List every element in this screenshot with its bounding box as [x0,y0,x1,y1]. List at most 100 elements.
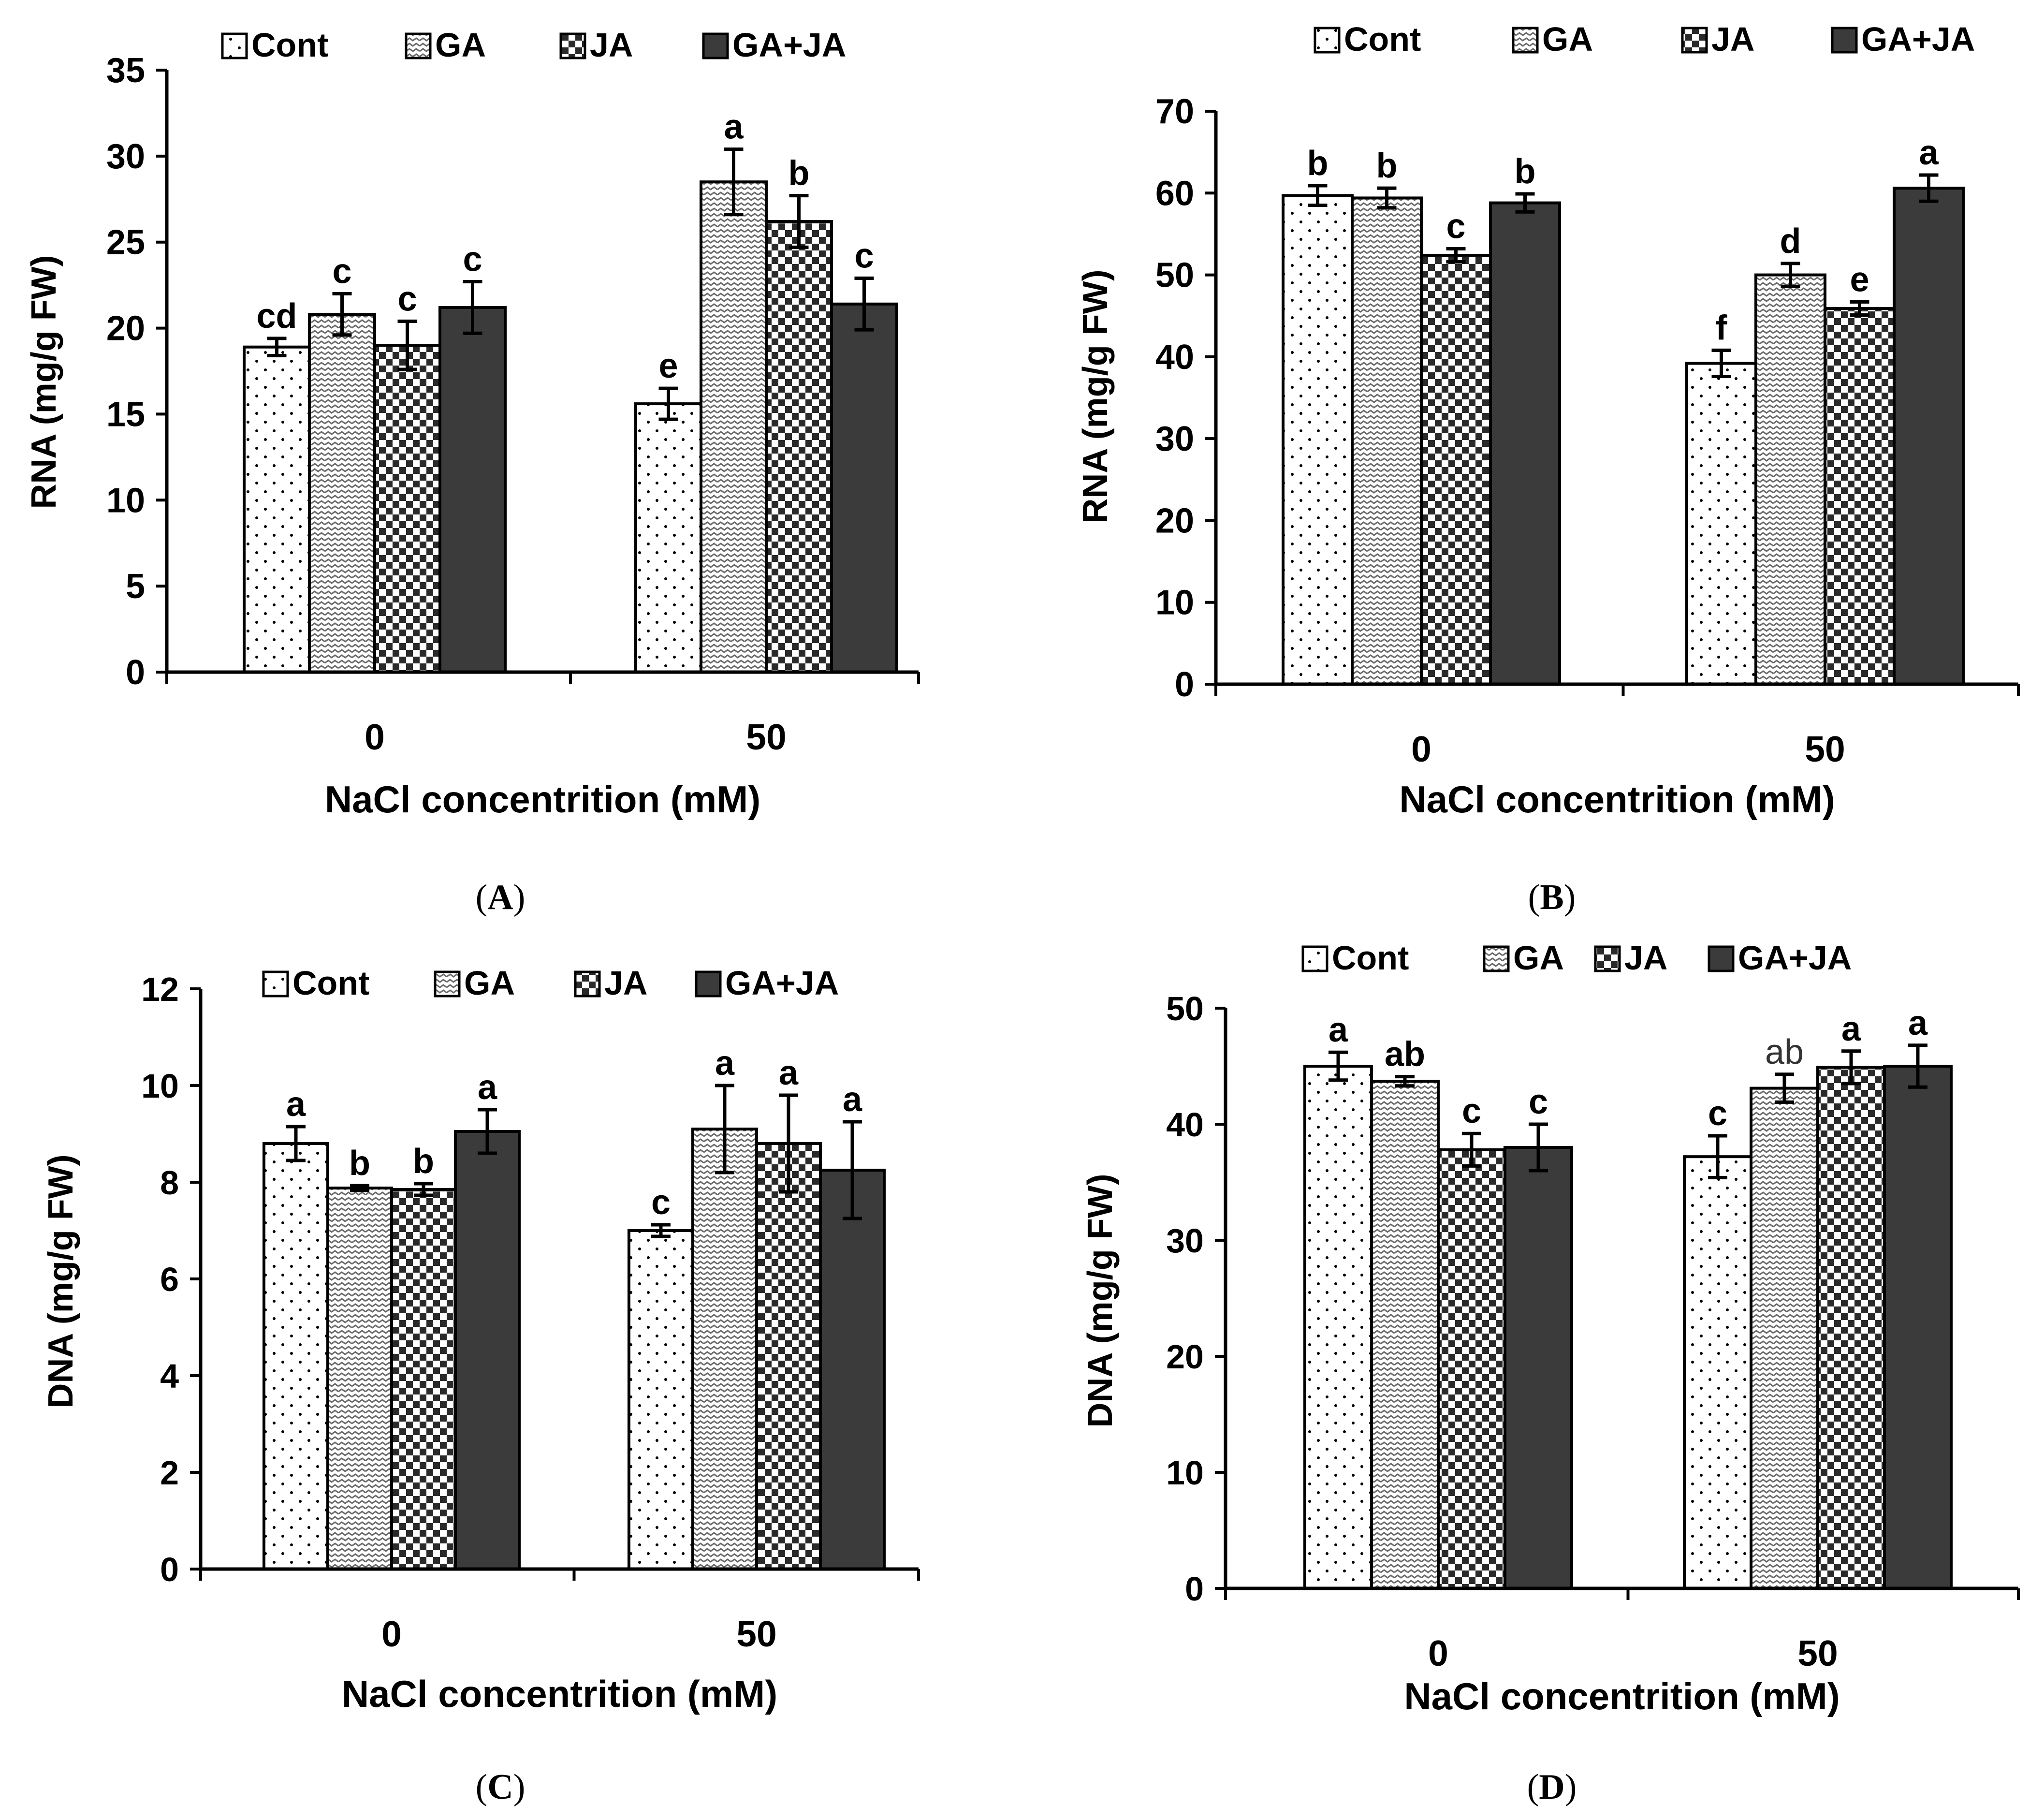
panel-2-letter-cont-0: b [1307,144,1329,183]
panel-1-bar-ja-50 [765,220,833,674]
panel-2-legend-label-ga: GA [1542,20,1593,58]
panel-4-legend-swatch-cont [1301,945,1329,972]
panel-2-y-axis-title: RNA (mg/g FW) [1076,269,1115,523]
panel-1-error-bar-ga-0 [332,292,352,337]
panel-2-legend-swatch-cont [1314,27,1341,54]
panel-4-letter-ja-50: a [1841,1010,1861,1048]
panel-2-ytick-30: 30 [1155,420,1194,458]
panel-3-letter-ja-50: a [779,1054,799,1092]
panel-2-bar-ga-50 [1754,273,1826,686]
panel-1-y-axis-title: RNA (mg/g FW) [25,255,63,509]
panel-3-bar-cont-0 [263,1142,329,1570]
panel-4-bar-cont-0 [1303,1065,1373,1590]
panel-2: Cont GA JA GA+JA b b c b f d e a 0 10 20 30 40 50 60 70 0 50 N… [1076,20,2020,917]
panel-4-xtick-0: 0 [1428,1633,1448,1673]
panel-2-error-bar-ja-50 [1850,300,1869,317]
panel-2-legend-swatch-ga-ja [1831,27,1858,54]
panel-4-error-bar-cont-50 [1708,1134,1727,1179]
panel-1-legend-swatch-cont [221,32,248,59]
panel-2-bar-cont-0 [1282,194,1354,686]
panel-3: Cont GA JA GA+JA a b b a c a a a 0 2 4 6 8 10 12 0 50 NaCl co… [42,964,920,1807]
panel-1-bar-ga-0 [308,313,376,674]
panel-2-bar-ga-ja-50 [1893,187,1965,686]
panel-1-letter-ga-ja-50: c [854,236,874,275]
panel-2-caption: (B) [1528,878,1576,917]
panel-3-error-bar-ga-50 [715,1084,734,1174]
panel-2-bar-ga-0 [1351,196,1423,686]
panel-4-bar-ga-ja-50 [1883,1065,1953,1590]
panel-3-letter-ga-ja-0: a [478,1068,497,1107]
panel-3-error-bar-ja-50 [779,1093,798,1194]
panel-4-letter-ga-0: ab [1385,1035,1425,1074]
panel-1-ytick-10: 10 [106,481,145,520]
panel-2-ytick-0: 0 [1175,665,1194,704]
panel-1-legend-label-ga: GA [435,26,486,64]
panel-1-bar-ga-ja-0 [438,306,507,674]
panel-1-error-bar-ja-0 [397,319,417,371]
panel-4-error-bar-ga-50 [1775,1072,1794,1104]
panel-1-letter-ga-0: c [332,252,351,291]
panel-1-letter-cont-0: cd [256,297,297,336]
panel-2-error-bar-cont-50 [1711,348,1731,378]
panel-1-x-axis-title: NaCl concentrition (mM) [325,778,760,821]
panel-4-error-bar-ga-0 [1395,1075,1415,1088]
panel-2-ytick-10: 10 [1155,584,1194,622]
panel-1-error-bar-cont-0 [267,337,287,357]
panel-3-bar-ga-ja-50 [819,1169,886,1570]
panel-3-ytick-0: 0 [160,1551,179,1588]
panel-3-bar-ja-0 [390,1188,457,1570]
panel-1-xtick-50: 50 [746,717,786,757]
panel-4-y-axis-title: DNA (mg/g FW) [1081,1174,1120,1427]
panel-3-bar-ga-ja-0 [454,1130,521,1570]
panel-3-ytick-10: 10 [141,1067,179,1105]
panel-3-error-bar-cont-0 [286,1125,306,1162]
panel-3-ytick-4: 4 [160,1357,179,1395]
panel-1-bar-cont-50 [634,402,702,674]
panel-2-error-bar-ga-0 [1377,186,1397,210]
panel-2-legend-label-ga-ja: GA+JA [1861,20,1975,58]
panel-1-legend-swatch-ja [559,32,586,59]
panel-3-legend-swatch-cont [262,970,289,998]
panel-1-ytick-30: 30 [106,137,145,176]
panel-3-letter-ga-0: b [349,1144,370,1183]
panel-4-error-bar-ga-ja-0 [1529,1122,1548,1173]
panel-2-error-bar-cont-0 [1308,184,1328,207]
panel-1-letter-ga-50: a [724,108,744,147]
panel-3-ytick-6: 6 [160,1261,179,1298]
panel-4-legend-label-cont: Cont [1332,939,1409,977]
panel-3-bar-ga-50 [691,1128,758,1570]
panel-1-error-bar-cont-50 [658,386,678,421]
panel-2-letter-ga-0: b [1376,147,1398,185]
panel-2-xtick-0: 0 [1411,729,1431,769]
panel-2-ytick-20: 20 [1155,501,1194,540]
panel-1-xtick-0: 0 [365,717,385,757]
panel-3-letter-ja-0: b [413,1142,434,1181]
panel-4-ytick-10: 10 [1166,1454,1204,1492]
panel-3-ytick-8: 8 [160,1164,179,1202]
panel-3-xtick-0: 0 [381,1614,402,1654]
panel-4-error-bar-ja-0 [1462,1131,1481,1168]
panel-2-bar-cont-50 [1685,362,1757,686]
panel-2-letter-cont-50: f [1716,308,1728,347]
panel-2-error-bar-ja-0 [1446,247,1466,264]
panel-4-legend-label-ga: GA [1513,939,1564,977]
panel-2-ytick-60: 60 [1155,174,1194,213]
panel-2-error-bar-ga-ja-50 [1919,173,1939,203]
panel-4-legend-swatch-ga-ja [1708,945,1735,972]
panel-3-legend-label-ja: JA [604,964,647,1002]
panel-3-y-axis-title: DNA (mg/g FW) [42,1154,80,1408]
panel-4-bar-ga-0 [1370,1080,1440,1590]
panel-3-legend-swatch-ga-ja [695,970,722,998]
panel-3-error-bar-ga-0 [350,1184,369,1192]
panel-1-legend-swatch-ga [405,32,432,59]
panel-3-bar-ga-0 [326,1187,393,1570]
panel-1-error-bar-ga-ja-50 [854,276,874,332]
panel-1-ytick-20: 20 [106,309,145,348]
panel-1-legend-label-ja: JA [590,26,633,64]
panel-3-letter-cont-50: c [651,1183,671,1222]
panel-2-error-bar-ga-ja-0 [1515,192,1535,214]
panel-1-bar-ga-50 [700,180,768,674]
